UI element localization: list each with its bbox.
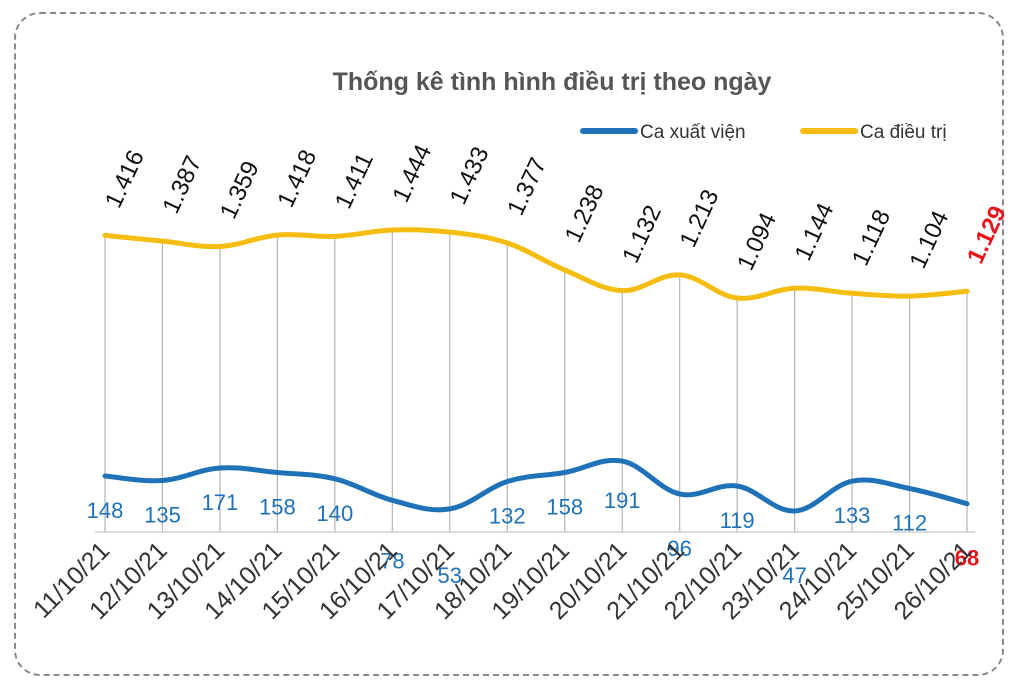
series-line-treating bbox=[102, 227, 970, 301]
discharged-value-label: 135 bbox=[144, 502, 181, 527]
treating-value-label: 1.418 bbox=[272, 146, 322, 212]
treating-value-label: 1.359 bbox=[215, 157, 265, 223]
treating-value-label: 1.129 bbox=[962, 202, 1012, 268]
x-axis-ticks: 11/10/2112/10/2113/10/2114/10/2115/10/21… bbox=[28, 536, 977, 625]
chart-frame bbox=[14, 12, 1004, 676]
treating-value-label: 1.213 bbox=[675, 186, 725, 252]
discharged-value-label: 47 bbox=[782, 563, 806, 588]
chart-title: Thống kê tình hình điều trị theo ngày bbox=[333, 68, 772, 96]
discharged-value-label: 112 bbox=[892, 510, 927, 535]
legend-label-discharged: Ca xuất viện bbox=[640, 122, 746, 143]
discharged-value-label: 140 bbox=[317, 501, 354, 526]
treating-value-label: 1.416 bbox=[100, 146, 150, 212]
discharged-value-label: 78 bbox=[380, 548, 404, 573]
discharged-value-label: 158 bbox=[546, 495, 583, 520]
discharged-value-label: 53 bbox=[438, 563, 462, 588]
treating-value-label: 1.132 bbox=[617, 201, 667, 267]
treating-value-label: 1.377 bbox=[502, 154, 552, 220]
treating-value-label: 1.094 bbox=[732, 209, 782, 275]
discharged-value-label: 96 bbox=[667, 536, 691, 561]
treating-value-label: 1.144 bbox=[790, 199, 840, 265]
discharged-value-label: 191 bbox=[604, 488, 641, 513]
treating-value-label: 1.387 bbox=[157, 152, 207, 218]
data-labels: 1.416 1.387 1.359 1.418 1.411 1.444 1.433 1.377… bbox=[87, 141, 1012, 588]
legend-label-treating: Ca điều trị bbox=[860, 122, 947, 143]
treating-value-label: 1.104 bbox=[905, 207, 955, 273]
discharged-value-label: 133 bbox=[834, 503, 871, 528]
treating-value-label: 1.411 bbox=[330, 149, 379, 213]
series-line-discharged bbox=[102, 457, 970, 514]
treating-value-label: 1.433 bbox=[445, 143, 495, 209]
treating-value-label: 1.118 bbox=[847, 206, 896, 270]
discharged-value-label: 171 bbox=[202, 490, 239, 515]
discharged-value-label: 119 bbox=[720, 508, 755, 533]
series-lines bbox=[102, 227, 970, 514]
discharged-value-label: 148 bbox=[87, 498, 124, 523]
discharged-value-label: 132 bbox=[489, 504, 526, 529]
treating-value-label: 1.444 bbox=[387, 141, 437, 207]
legend: Ca xuất viện Ca điều trị bbox=[580, 122, 947, 143]
treating-value-label: 1.238 bbox=[560, 181, 610, 247]
discharged-value-label: 68 bbox=[955, 546, 979, 571]
discharged-value-label: 158 bbox=[259, 495, 296, 520]
